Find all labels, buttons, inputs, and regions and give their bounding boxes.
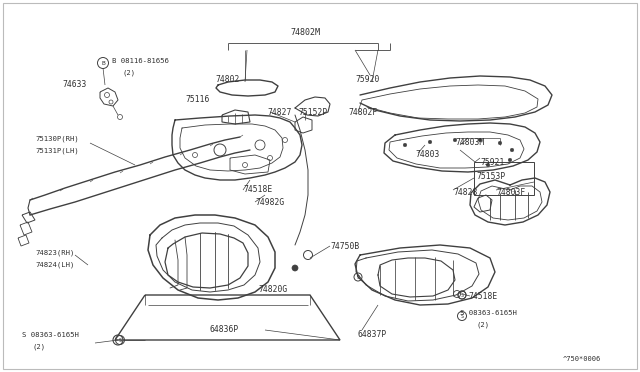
Circle shape (453, 138, 457, 142)
Text: 75152P: 75152P (298, 108, 327, 117)
Text: S: S (356, 275, 360, 280)
Text: B: B (101, 61, 105, 66)
Text: 64836P: 64836P (210, 325, 239, 334)
Text: 75116: 75116 (185, 95, 209, 104)
Text: ^750*0006: ^750*0006 (563, 356, 601, 362)
Circle shape (508, 158, 512, 162)
Text: 74982G: 74982G (255, 198, 284, 207)
Text: S 08363-6165H: S 08363-6165H (22, 332, 79, 338)
Circle shape (486, 163, 490, 167)
Text: 75153P: 75153P (476, 172, 505, 181)
Text: S: S (461, 293, 463, 298)
Text: 75921: 75921 (480, 158, 504, 167)
Text: 75130P(RH): 75130P(RH) (35, 135, 79, 141)
Text: 74820G: 74820G (258, 285, 287, 294)
Text: B 08116-81656: B 08116-81656 (112, 58, 169, 64)
Circle shape (292, 265, 298, 271)
Text: 74802: 74802 (215, 75, 239, 84)
Text: (2): (2) (122, 70, 135, 77)
Text: 74803F: 74803F (496, 188, 525, 197)
Text: 75131P(LH): 75131P(LH) (35, 147, 79, 154)
Text: 74750B: 74750B (330, 242, 359, 251)
Text: 74802M: 74802M (290, 28, 320, 37)
Text: 74518E: 74518E (243, 185, 272, 194)
Text: 75920: 75920 (355, 75, 380, 84)
Text: 74827: 74827 (267, 108, 291, 117)
Text: S: S (461, 314, 463, 319)
Text: (2): (2) (32, 344, 45, 350)
Text: 74824(LH): 74824(LH) (35, 262, 74, 269)
Text: 74803M: 74803M (455, 138, 484, 147)
Circle shape (428, 140, 432, 144)
Text: 74633: 74633 (62, 80, 86, 89)
Circle shape (498, 141, 502, 145)
Text: 74518E: 74518E (468, 292, 497, 301)
Text: S: S (118, 338, 122, 343)
Bar (474, 162, 534, 195)
Text: 74823(RH): 74823(RH) (35, 250, 74, 257)
Text: (2): (2) (476, 322, 489, 328)
Circle shape (403, 143, 407, 147)
Circle shape (510, 148, 514, 152)
Text: 74828: 74828 (453, 188, 477, 197)
Text: 64837P: 64837P (358, 330, 387, 339)
Text: 74802F: 74802F (348, 108, 377, 117)
Circle shape (478, 138, 482, 142)
Text: 74803: 74803 (415, 150, 440, 159)
Text: S 08363-6165H: S 08363-6165H (460, 310, 517, 316)
